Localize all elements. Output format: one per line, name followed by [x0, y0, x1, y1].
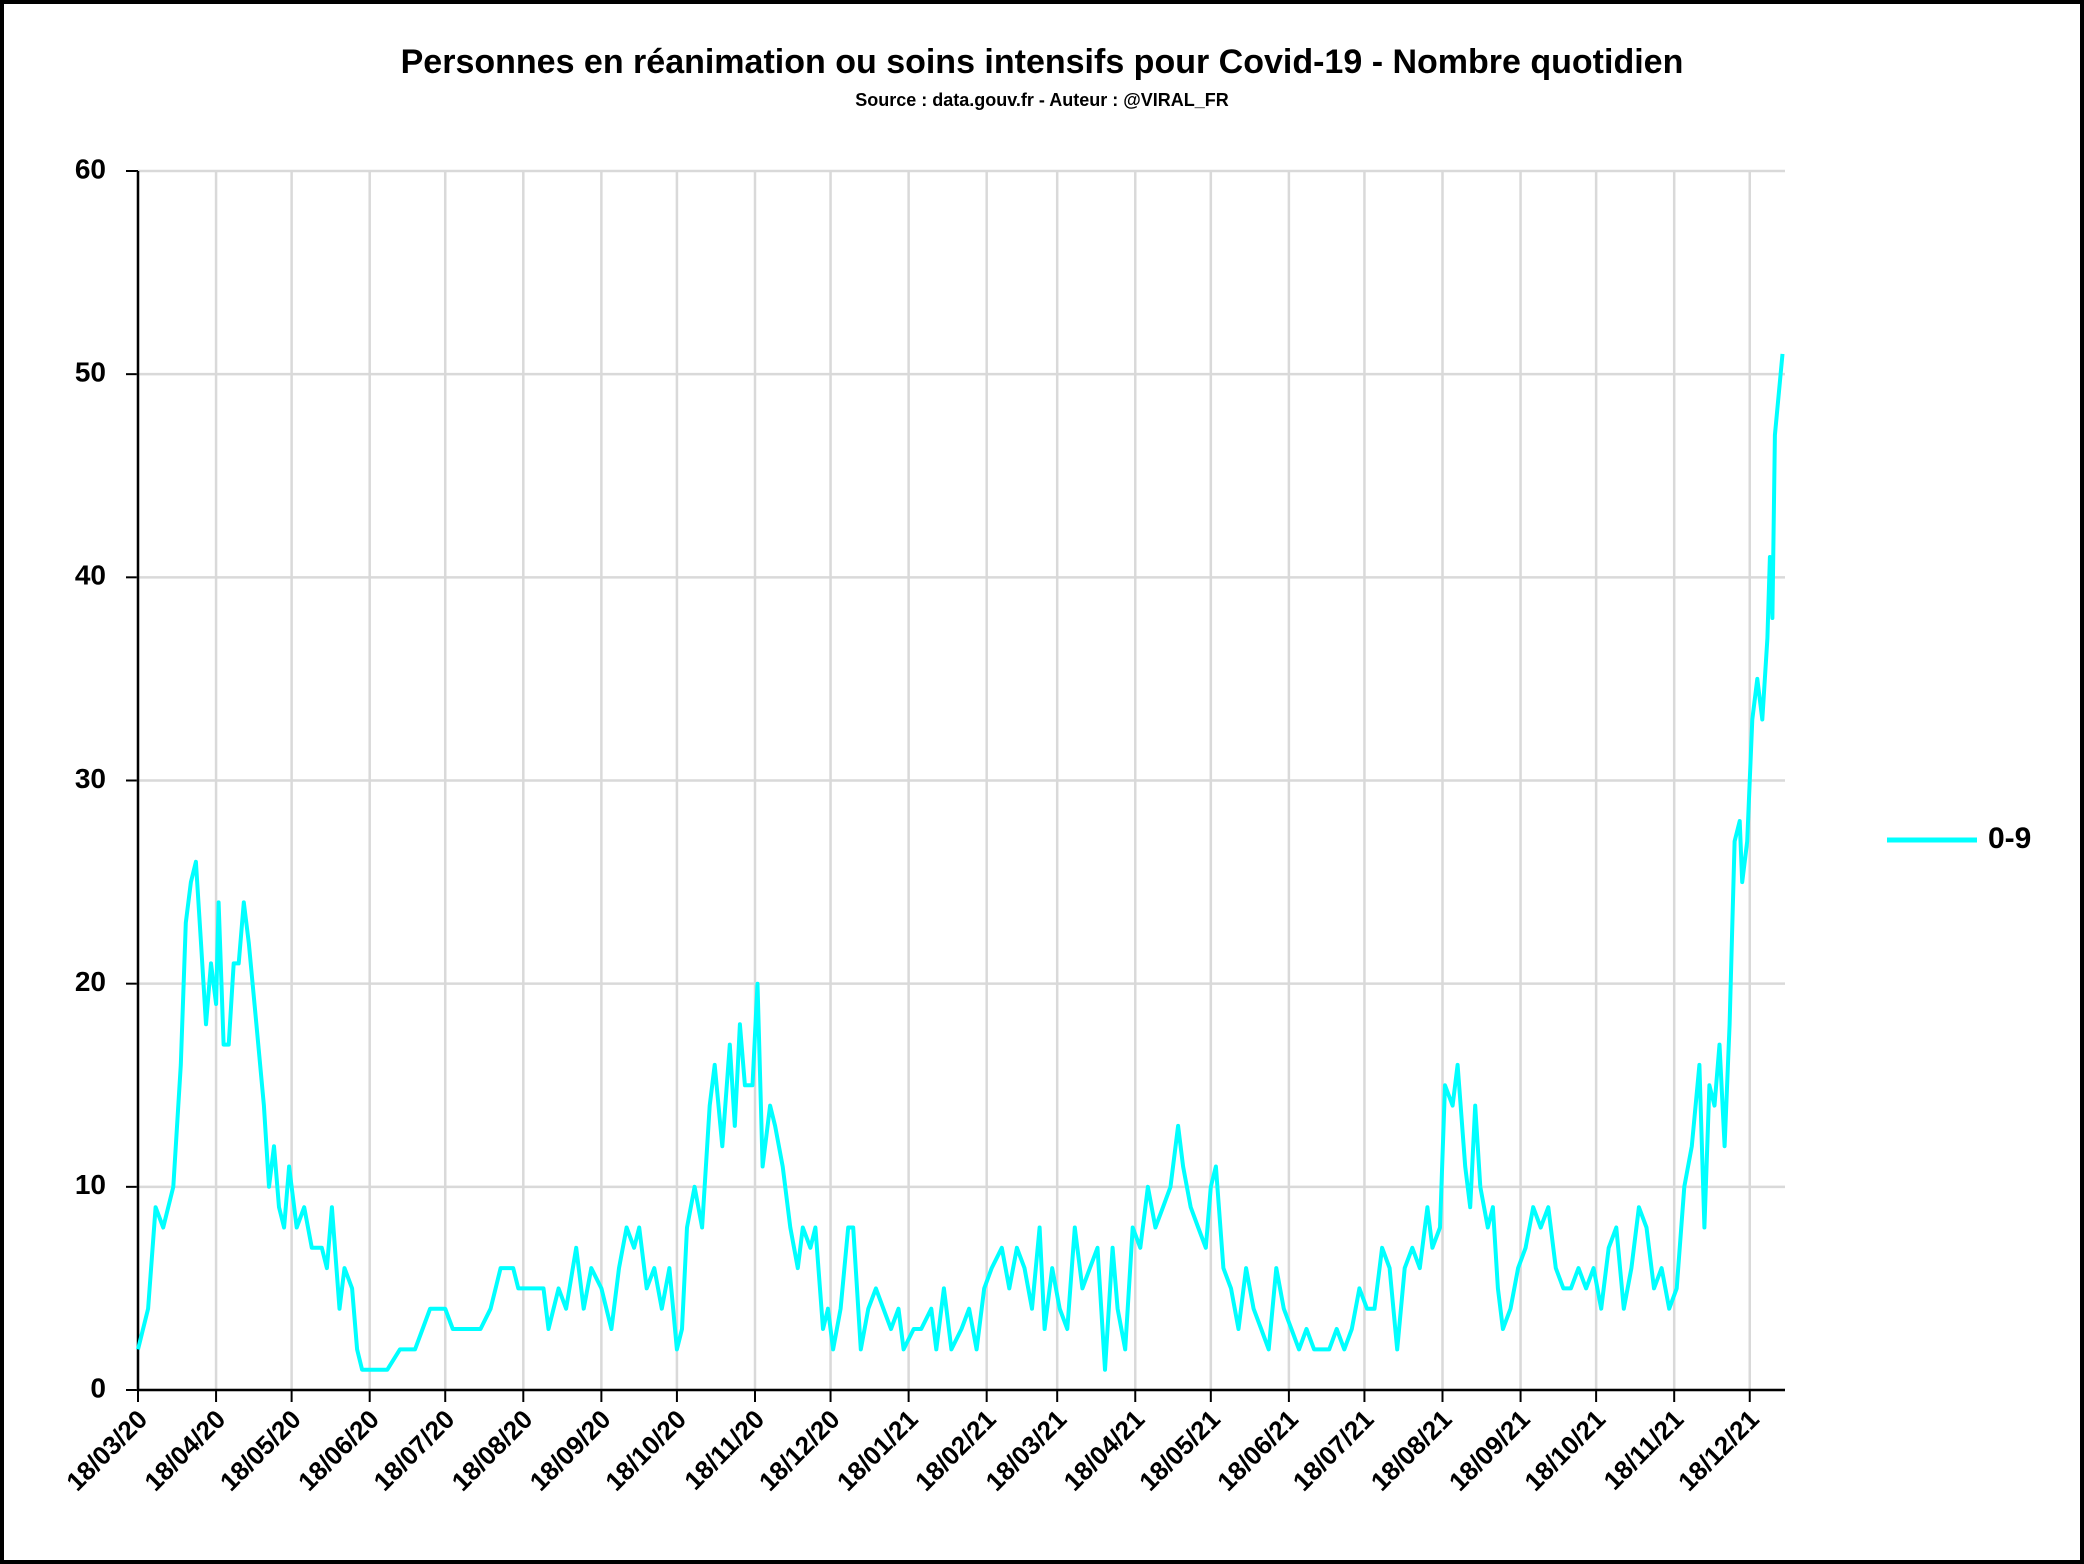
y-tick-label: 50 — [75, 357, 106, 388]
y-tick-label: 10 — [75, 1169, 106, 1200]
y-tick-label: 60 — [75, 153, 106, 184]
data-line — [136, 353, 1785, 1372]
chart-subtitle: Source : data.gouv.fr - Auteur : @VIRAL_… — [855, 90, 1229, 110]
legend-label: 0-9 — [1988, 822, 2031, 855]
y-tick-label: 30 — [75, 763, 106, 794]
y-tick-label: 20 — [75, 966, 106, 997]
y-tick-label: 40 — [75, 560, 106, 591]
chart-title: Personnes en réanimation ou soins intens… — [401, 43, 1684, 81]
y-tick-label: 0 — [90, 1372, 106, 1403]
